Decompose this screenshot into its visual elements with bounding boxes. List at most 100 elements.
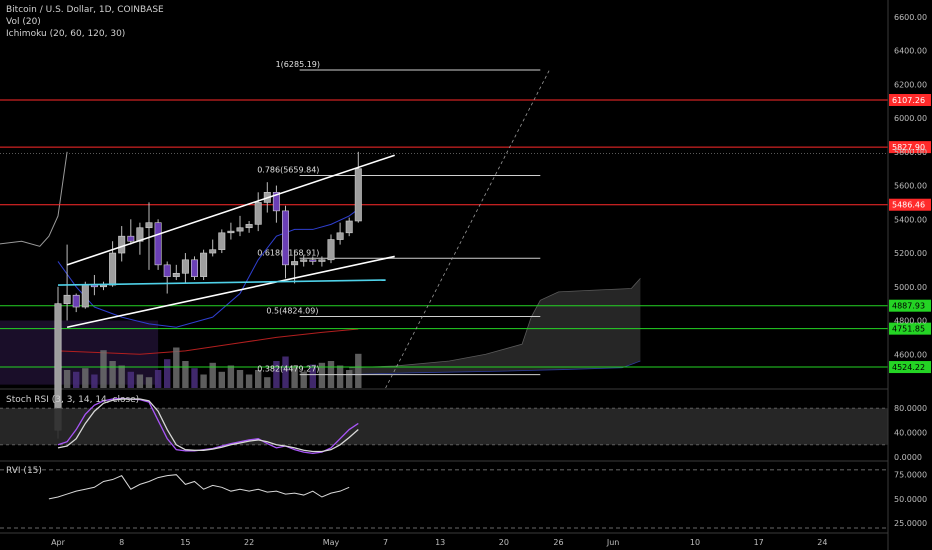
volume-bar bbox=[282, 356, 289, 388]
main-price-pane[interactable]: 1(6285.19)0.786(5659.84)0.618(5168.91)0.… bbox=[0, 60, 888, 439]
candle-body[interactable] bbox=[191, 259, 199, 277]
time-axis[interactable]: Apr 8 15 22 May 7 13 20 26 Jun 10 17 24 bbox=[51, 538, 827, 547]
volume-bar bbox=[318, 362, 326, 388]
channel-upper-line[interactable] bbox=[66, 154, 395, 266]
volume-bar bbox=[63, 370, 71, 388]
candle-body[interactable] bbox=[300, 259, 308, 262]
candle-body[interactable] bbox=[200, 252, 208, 277]
candle-body[interactable] bbox=[100, 284, 108, 288]
candle-body[interactable] bbox=[72, 294, 80, 308]
stoch-rsi-pane[interactable] bbox=[0, 397, 888, 462]
candle-body[interactable] bbox=[127, 235, 135, 242]
candle-body[interactable] bbox=[227, 230, 235, 234]
price-level-tag bbox=[889, 322, 931, 335]
candle-body[interactable] bbox=[245, 224, 253, 229]
candle-body[interactable] bbox=[218, 232, 226, 250]
price-axis-tick: 4800.00 bbox=[894, 317, 927, 326]
candle-body[interactable] bbox=[254, 202, 262, 225]
time-axis-tick: 13 bbox=[435, 538, 445, 547]
price-axis-tick: 5200.00 bbox=[894, 249, 927, 258]
volume-bar bbox=[73, 371, 80, 388]
price-level-label: 6107.26 bbox=[892, 96, 925, 105]
volume-bar bbox=[355, 353, 362, 388]
stoch-rsi-label[interactable]: Stoch RSI (3, 3, 14, 14, close) bbox=[6, 395, 140, 405]
candle-body[interactable] bbox=[109, 252, 117, 286]
stoch-band bbox=[0, 408, 888, 445]
candle-body[interactable] bbox=[291, 261, 299, 266]
candle-body[interactable] bbox=[309, 259, 317, 262]
price-axis[interactable]: 6107.26 5827.90 5486.46 4887.93 4751.85 4524.… bbox=[887, 0, 931, 550]
volume-bar bbox=[145, 377, 153, 388]
candle-body[interactable] bbox=[281, 210, 289, 266]
volume-bar bbox=[264, 377, 271, 388]
rvi-label[interactable]: RVI (15) bbox=[6, 466, 42, 476]
candle-body[interactable] bbox=[327, 239, 335, 261]
candle-body[interactable] bbox=[118, 235, 126, 254]
time-axis-tick: 22 bbox=[244, 538, 254, 547]
candle-body[interactable] bbox=[181, 259, 189, 274]
volume-bar bbox=[173, 347, 180, 388]
time-axis-tick: Jun bbox=[606, 538, 620, 547]
candle-body[interactable] bbox=[163, 264, 171, 277]
volume-bar bbox=[191, 368, 198, 388]
stoch-d-line[interactable] bbox=[57, 398, 359, 453]
time-axis-tick: 24 bbox=[817, 538, 827, 547]
volume-bar bbox=[336, 365, 344, 388]
volume-indicator-label[interactable]: Vol (20) bbox=[6, 17, 41, 27]
candle-body[interactable] bbox=[154, 222, 162, 266]
rvi-line[interactable] bbox=[48, 474, 350, 500]
volume-bar bbox=[200, 374, 207, 388]
time-axis-tick: 26 bbox=[553, 538, 563, 547]
price-level-label: 5827.90 bbox=[892, 143, 925, 152]
volume-bar bbox=[100, 350, 107, 388]
candle-body[interactable] bbox=[209, 249, 217, 254]
volume-bar bbox=[291, 365, 298, 388]
time-axis-tick: 15 bbox=[180, 538, 190, 547]
volume-bar bbox=[82, 368, 89, 388]
volume-bar bbox=[154, 370, 162, 388]
rvi-axis-tick: 75.0000 bbox=[894, 471, 927, 480]
time-axis-tick: 8 bbox=[119, 538, 124, 547]
volume-bar bbox=[127, 371, 134, 388]
fib-level-label: 0.5(4824.09) bbox=[266, 306, 318, 315]
price-level-tag bbox=[889, 93, 931, 106]
candle-body[interactable] bbox=[236, 227, 244, 232]
candle-body[interactable] bbox=[272, 192, 280, 212]
rvi-pane[interactable] bbox=[0, 469, 888, 534]
time-axis-tick: 10 bbox=[690, 538, 700, 547]
candle-body[interactable] bbox=[81, 284, 89, 308]
candle-body[interactable] bbox=[145, 222, 153, 229]
time-axis-tick: Apr bbox=[51, 538, 66, 547]
price-level-label: 4524.22 bbox=[892, 363, 925, 372]
time-axis-tick: 7 bbox=[383, 538, 388, 547]
volume-bar bbox=[91, 374, 98, 388]
volume-bar bbox=[255, 370, 262, 388]
channel-lower-line[interactable] bbox=[66, 255, 395, 329]
volume-bar bbox=[227, 365, 235, 388]
ichimoku-lagging-span bbox=[0, 151, 68, 247]
candle-body[interactable] bbox=[63, 294, 71, 304]
fib-level-label: 1(6285.19) bbox=[276, 60, 320, 69]
candle-body[interactable] bbox=[172, 272, 180, 277]
volume-bar bbox=[109, 361, 116, 388]
volume-bar bbox=[209, 362, 216, 388]
time-axis-tick: May bbox=[323, 538, 340, 547]
ichimoku-indicator-label[interactable]: Ichimoku (20, 60, 120, 30) bbox=[6, 29, 126, 39]
price-level-label: 5486.46 bbox=[892, 201, 925, 210]
candle-body[interactable] bbox=[354, 168, 362, 222]
candle-body[interactable] bbox=[336, 232, 344, 240]
ichimoku-cloud bbox=[349, 278, 641, 375]
volume-bar bbox=[236, 370, 244, 388]
price-axis-tick: 6000.00 bbox=[894, 114, 927, 123]
price-level-label: 4751.85 bbox=[892, 325, 925, 334]
price-level-label: 4887.93 bbox=[892, 302, 925, 311]
volume-bar bbox=[309, 364, 316, 388]
candle-body[interactable] bbox=[345, 220, 353, 234]
price-axis-tick: 5000.00 bbox=[894, 283, 927, 292]
stoch-axis-tick: 0.0000 bbox=[894, 453, 922, 462]
support-trendline[interactable] bbox=[57, 279, 386, 286]
candle-body[interactable] bbox=[318, 259, 326, 262]
rvi-axis-tick: 50.0000 bbox=[894, 495, 927, 504]
volume-bar bbox=[300, 371, 307, 388]
